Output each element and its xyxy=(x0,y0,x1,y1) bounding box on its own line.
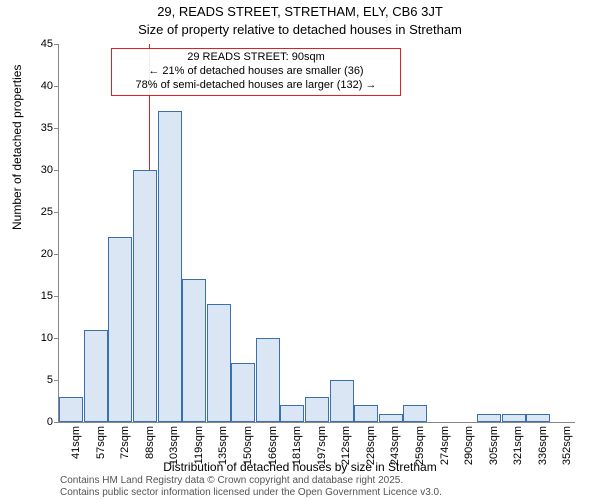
y-tick-mark xyxy=(54,170,59,171)
credit-line1: Contains HM Land Registry data © Crown c… xyxy=(60,475,442,487)
y-tick-mark xyxy=(54,380,59,381)
histogram-bar xyxy=(379,414,403,422)
histogram-bar xyxy=(477,414,501,422)
y-tick-label: 25 xyxy=(29,206,53,218)
chart-title-address: 29, READS STREET, STRETHAM, ELY, CB6 3JT xyxy=(0,4,600,19)
y-tick-mark xyxy=(54,86,59,87)
histogram-bar xyxy=(158,111,182,422)
y-tick-label: 5 xyxy=(29,374,53,386)
histogram-bar xyxy=(403,405,427,422)
histogram-bar xyxy=(305,397,329,422)
plot-area: 29 READS STREET: 90sqm ← 21% of detached… xyxy=(58,44,575,423)
property-size-chart: 29, READS STREET, STRETHAM, ELY, CB6 3JT… xyxy=(0,0,600,500)
chart-subtitle: Size of property relative to detached ho… xyxy=(0,22,600,37)
credit-text: Contains HM Land Registry data © Crown c… xyxy=(60,475,442,498)
histogram-bar xyxy=(231,363,255,422)
y-tick-mark xyxy=(54,212,59,213)
y-tick-label: 30 xyxy=(29,164,53,176)
y-tick-mark xyxy=(54,422,59,423)
y-tick-label: 45 xyxy=(29,38,53,50)
y-tick-label: 15 xyxy=(29,290,53,302)
y-tick-mark xyxy=(54,44,59,45)
histogram-bar xyxy=(330,380,354,422)
y-tick-label: 40 xyxy=(29,80,53,92)
histogram-bar xyxy=(526,414,550,422)
histogram-bar xyxy=(59,397,83,422)
credit-line2: Contains public sector information licen… xyxy=(60,487,442,499)
y-tick-label: 35 xyxy=(29,122,53,134)
histogram-bar xyxy=(133,170,157,422)
annotation-line1: 29 READS STREET: 90sqm xyxy=(120,51,392,65)
x-axis-label: Distribution of detached houses by size … xyxy=(0,460,600,474)
y-tick-mark xyxy=(54,254,59,255)
histogram-bar xyxy=(280,405,304,422)
y-tick-mark xyxy=(54,296,59,297)
histogram-bar xyxy=(207,304,231,422)
histogram-bar xyxy=(182,279,206,422)
y-axis-label: Number of detached properties xyxy=(10,65,24,230)
histogram-bar xyxy=(256,338,280,422)
y-tick-label: 10 xyxy=(29,332,53,344)
y-tick-label: 20 xyxy=(29,248,53,260)
y-tick-mark xyxy=(54,128,59,129)
annotation-line2: ← 21% of detached houses are smaller (36… xyxy=(120,65,392,79)
y-tick-mark xyxy=(54,338,59,339)
annotation-box: 29 READS STREET: 90sqm ← 21% of detached… xyxy=(111,48,401,96)
histogram-bar xyxy=(84,330,108,422)
histogram-bar xyxy=(354,405,378,422)
annotation-line3: 78% of semi-detached houses are larger (… xyxy=(120,79,392,93)
y-tick-label: 0 xyxy=(29,416,53,428)
histogram-bar xyxy=(502,414,526,422)
histogram-bar xyxy=(108,237,132,422)
